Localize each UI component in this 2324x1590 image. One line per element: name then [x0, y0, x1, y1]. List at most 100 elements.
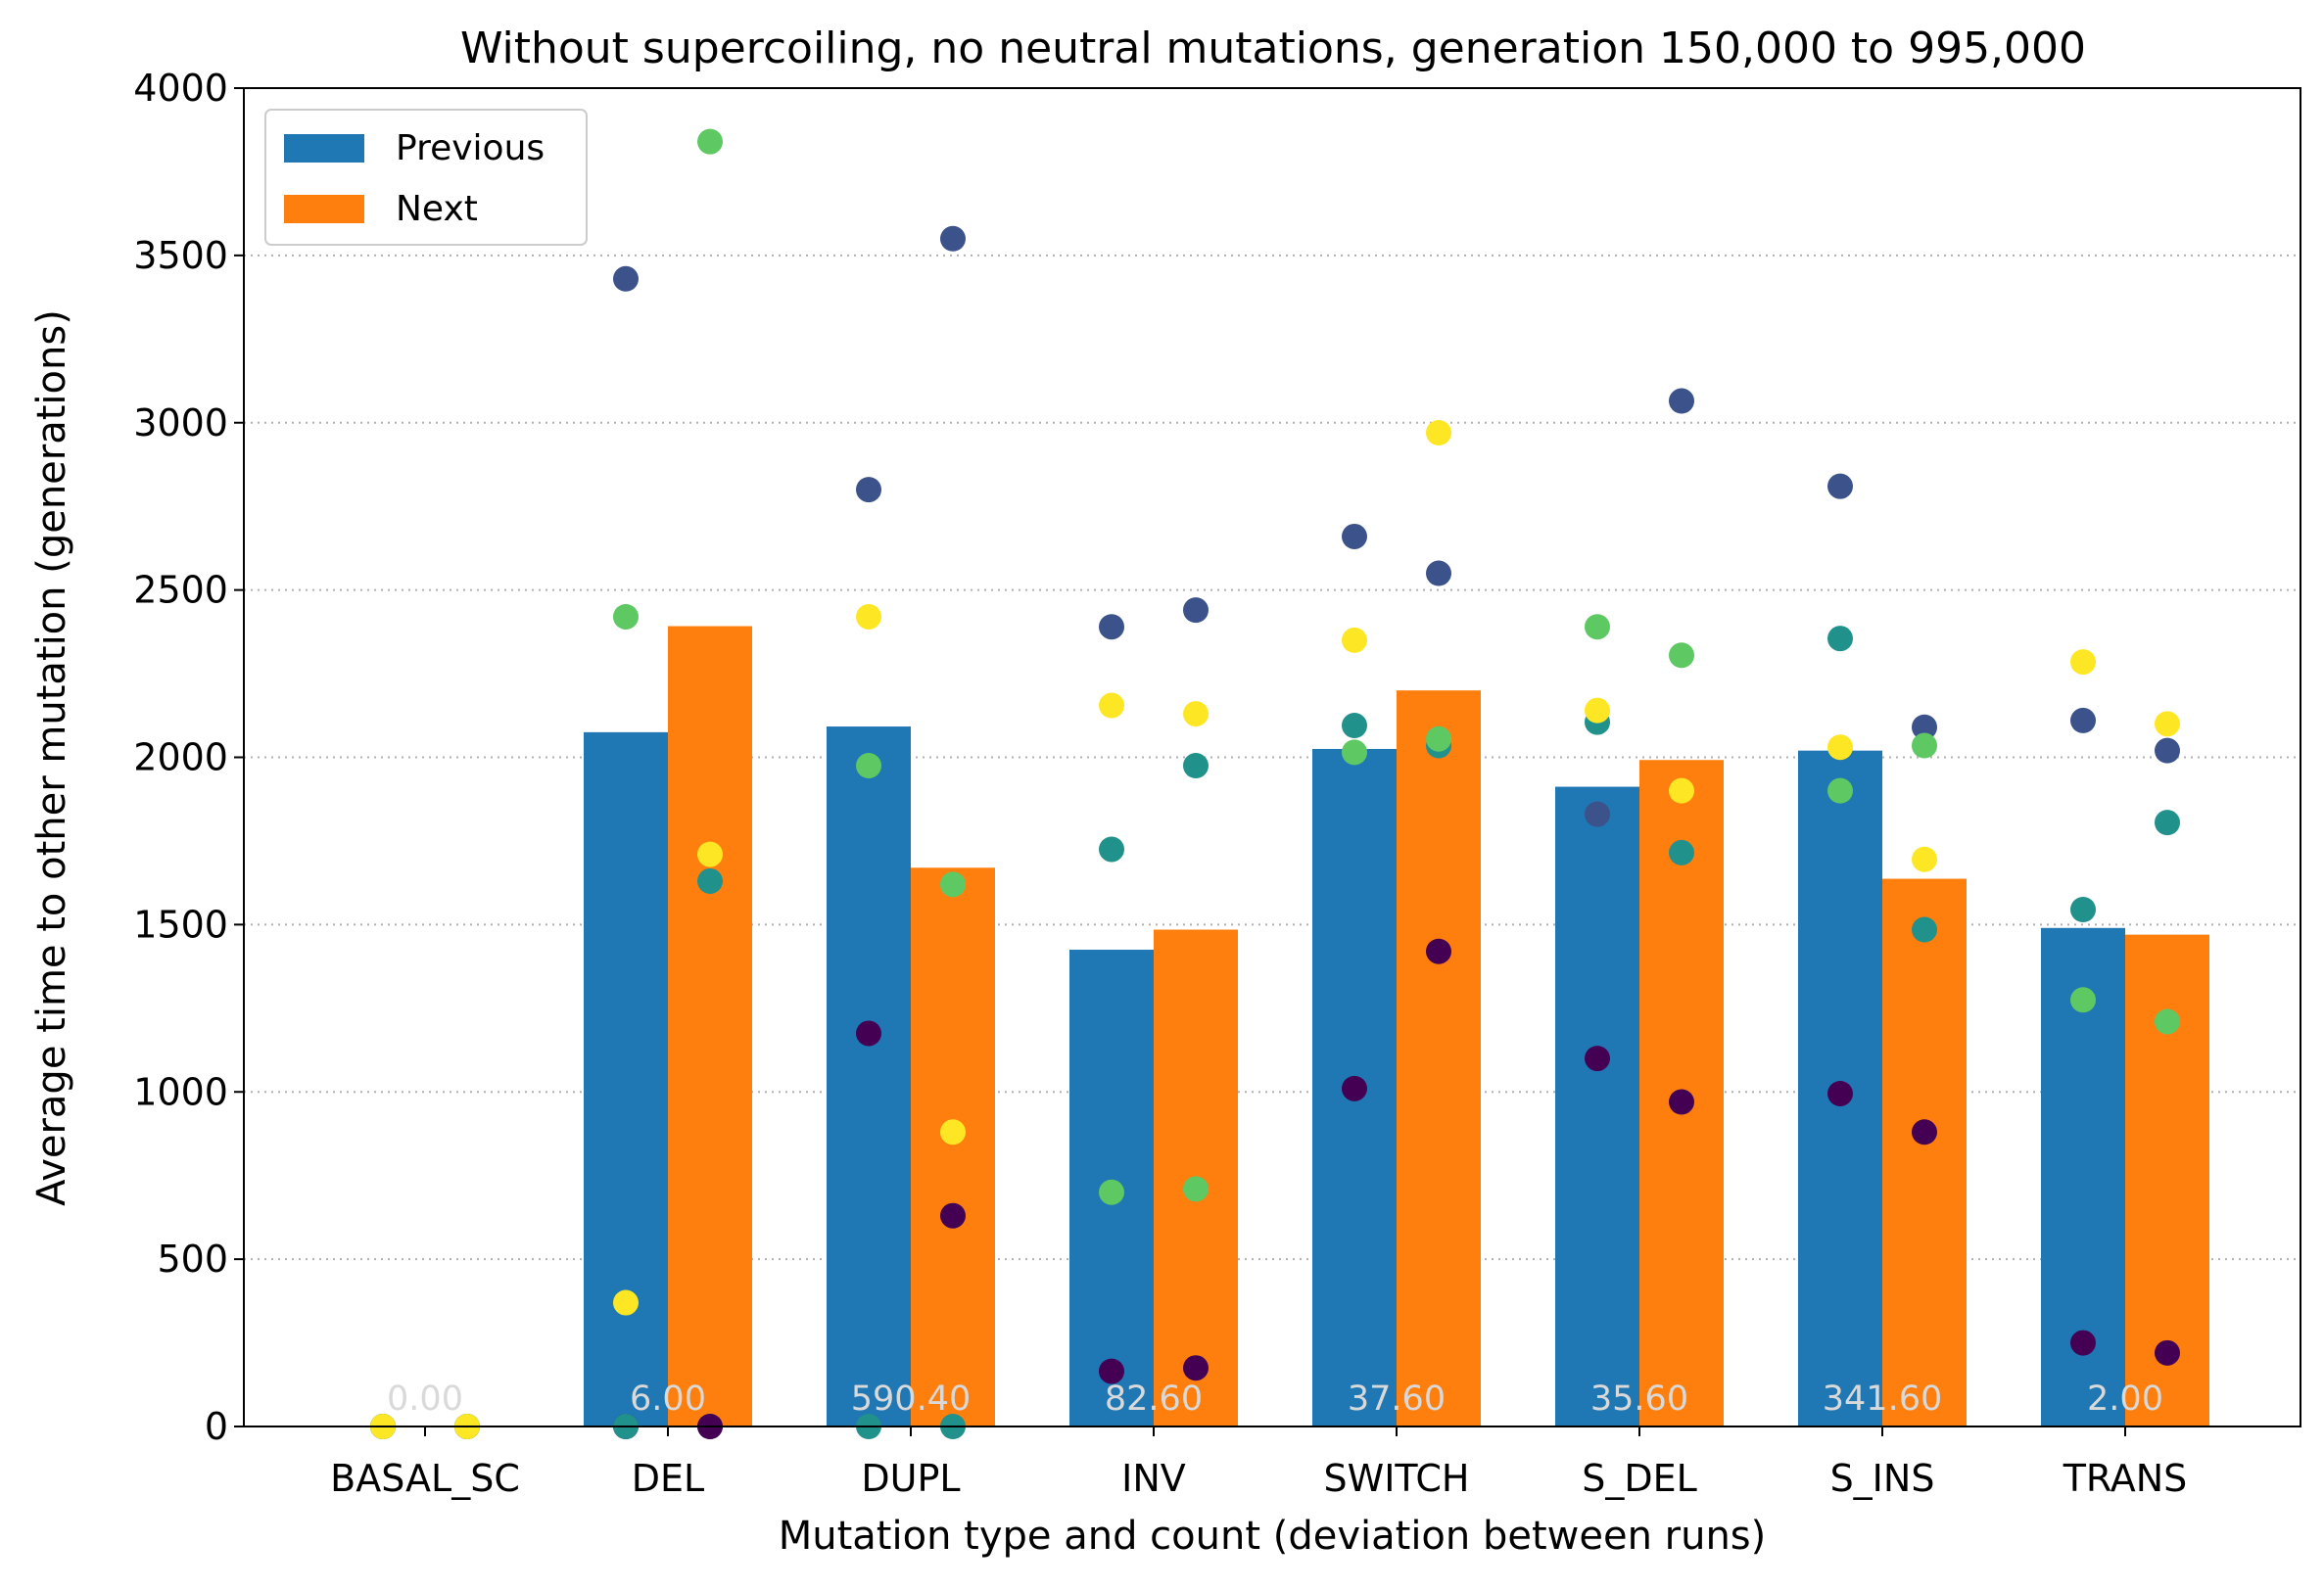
legend-label-next: Next [396, 189, 478, 229]
count-label: 590.40 [851, 1380, 971, 1419]
run-point [940, 225, 966, 252]
run-point [1912, 846, 1937, 872]
run-point [2155, 1008, 2180, 1035]
gridlines [244, 87, 2300, 1261]
run-point [1342, 627, 1367, 653]
run-point [1912, 1119, 1937, 1146]
run-point [1585, 801, 1610, 827]
x-tick-label: S_DEL [1582, 1457, 1697, 1500]
y-tick-label: 2000 [133, 736, 228, 779]
run-point [1669, 642, 1694, 669]
run-point [697, 841, 723, 867]
x-tick-label: TRANS [2063, 1457, 2188, 1500]
run-point [2070, 896, 2096, 922]
x-tick-label: SWITCH [1324, 1457, 1470, 1500]
run-point [940, 1119, 966, 1146]
bar-next [668, 626, 752, 1426]
run-point [1669, 839, 1694, 865]
run-point [856, 477, 881, 503]
run-point [2070, 987, 2096, 1013]
run-point [1827, 1080, 1853, 1106]
run-point [1099, 836, 1124, 863]
run-point [613, 1289, 639, 1316]
x-tick-label: BASAL_SC [330, 1457, 520, 1500]
run-point [613, 603, 639, 630]
run-point [1827, 626, 1853, 652]
count-label: 341.60 [1823, 1380, 1942, 1419]
run-point [1183, 753, 1209, 779]
run-point [2070, 1330, 2096, 1356]
run-point [697, 867, 723, 894]
run-point [1426, 420, 1451, 446]
run-point [1183, 597, 1209, 624]
y-axis: 0 500 1000 1500 2000 2500 3000 3500 4000 [133, 67, 245, 1448]
run-point [1585, 614, 1610, 640]
y-tick-label: 4000 [133, 67, 228, 110]
run-point [1827, 473, 1853, 499]
run-point [2155, 711, 2180, 737]
count-label: 82.60 [1105, 1380, 1203, 1419]
count-label: 6.00 [630, 1380, 706, 1419]
run-point [2155, 737, 2180, 764]
y-tick-label: 1500 [133, 903, 228, 946]
run-point [613, 265, 639, 292]
run-point [1342, 523, 1367, 549]
x-tick-label: INV [1121, 1457, 1186, 1500]
run-point [1099, 614, 1124, 640]
run-point [1669, 1089, 1694, 1115]
legend-swatch-next [284, 195, 364, 223]
run-point [1342, 713, 1367, 739]
bar-previous [1555, 786, 1639, 1426]
legend-label-previous: Previous [396, 128, 545, 168]
y-tick-label: 3000 [133, 401, 228, 444]
run-point [1099, 1358, 1124, 1384]
run-point [697, 128, 723, 155]
y-axis-title: Average time to other mutation (generati… [29, 309, 74, 1206]
run-point [1183, 701, 1209, 727]
legend: Previous Next [264, 109, 588, 246]
run-point [2155, 1339, 2180, 1366]
run-point [2155, 810, 2180, 836]
run-point [1426, 725, 1451, 752]
x-tick-label: S_INS [1830, 1457, 1935, 1500]
run-point [1426, 560, 1451, 586]
y-tick-label: 2500 [133, 569, 228, 612]
run-point [1669, 777, 1694, 804]
run-point [1912, 714, 1937, 740]
run-points [370, 128, 2180, 1439]
run-point [1183, 1176, 1209, 1202]
count-label: 0.00 [387, 1380, 463, 1419]
bar-previous [584, 731, 668, 1426]
run-point [940, 1202, 966, 1229]
x-axis: BASAL_SC DEL DUPL INV SWITCH S_DEL S_INS TRANS [330, 1426, 2187, 1500]
run-point [1912, 732, 1937, 759]
x-tick-label: DUPL [861, 1457, 960, 1500]
run-point [1183, 1355, 1209, 1381]
bar-next [1882, 878, 1967, 1426]
run-point [1669, 388, 1694, 414]
count-label: 37.60 [1348, 1380, 1446, 1419]
bars [584, 626, 2209, 1426]
x-tick-label: DEL [632, 1457, 704, 1500]
bar-next [1397, 690, 1481, 1426]
run-point [1099, 692, 1124, 719]
run-point [856, 1020, 881, 1047]
y-tick-label: 0 [205, 1405, 228, 1448]
run-point [1585, 1046, 1610, 1072]
run-point [1342, 1075, 1367, 1101]
legend-swatch-previous [284, 134, 364, 163]
run-point [856, 603, 881, 630]
bar-next [911, 867, 995, 1426]
run-point [1912, 916, 1937, 943]
run-point [940, 871, 966, 898]
run-point [856, 753, 881, 779]
x-axis-title: Mutation type and count (deviation betwe… [779, 1514, 1767, 1559]
run-point [1585, 697, 1610, 724]
y-tick-label: 1000 [133, 1070, 228, 1113]
run-point [1827, 734, 1853, 761]
chart-title: Without supercoiling, no neutral mutatio… [460, 23, 2086, 73]
y-tick-label: 500 [157, 1238, 228, 1281]
run-point [2070, 649, 2096, 676]
run-point [2070, 707, 2096, 733]
